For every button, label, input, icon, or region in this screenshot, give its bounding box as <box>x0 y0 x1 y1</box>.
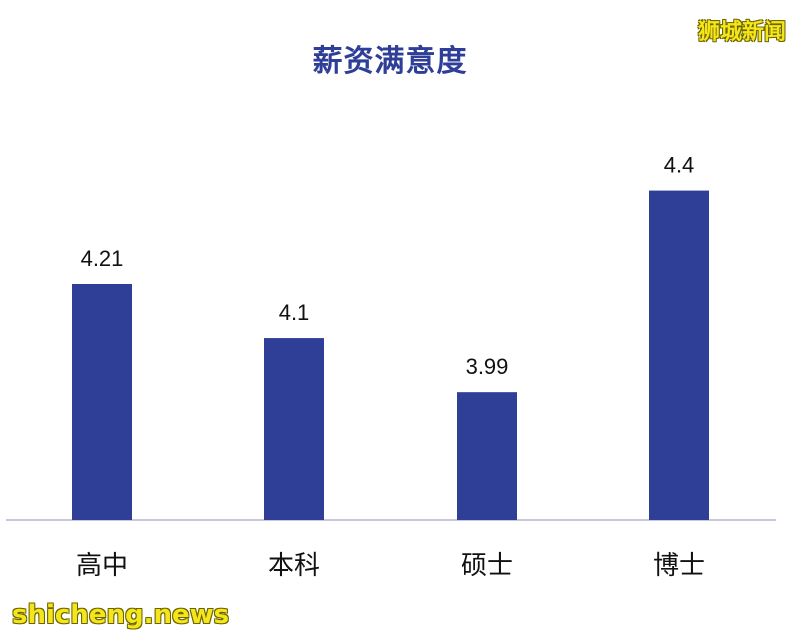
value-labels-group: 4.21 4.1 3.99 4.4 <box>81 153 695 380</box>
bar-value-label-1: 4.21 <box>81 246 124 271</box>
bar-value-label-4: 4.4 <box>664 153 695 178</box>
bar-value-label-3: 3.99 <box>466 354 509 379</box>
x-tick-label-3: 硕士 <box>461 551 513 581</box>
bar-4 <box>649 190 709 521</box>
bar-1 <box>72 284 132 520</box>
bar-2 <box>264 338 324 520</box>
x-tick-label-1: 高中 <box>76 551 128 581</box>
chart-title: 薪资满意度 <box>312 44 468 79</box>
x-tick-label-4: 博士 <box>653 551 705 581</box>
bar-3 <box>457 392 517 520</box>
bars-group <box>72 190 709 521</box>
bar-value-label-2: 4.1 <box>279 300 310 325</box>
x-tick-labels-group: 高中 本科 硕士 博士 <box>76 551 705 581</box>
watermark-top-right: 狮城新闻 <box>697 20 786 45</box>
watermark-bottom-left: shicheng.news <box>12 600 230 630</box>
x-tick-label-2: 本科 <box>268 551 320 581</box>
